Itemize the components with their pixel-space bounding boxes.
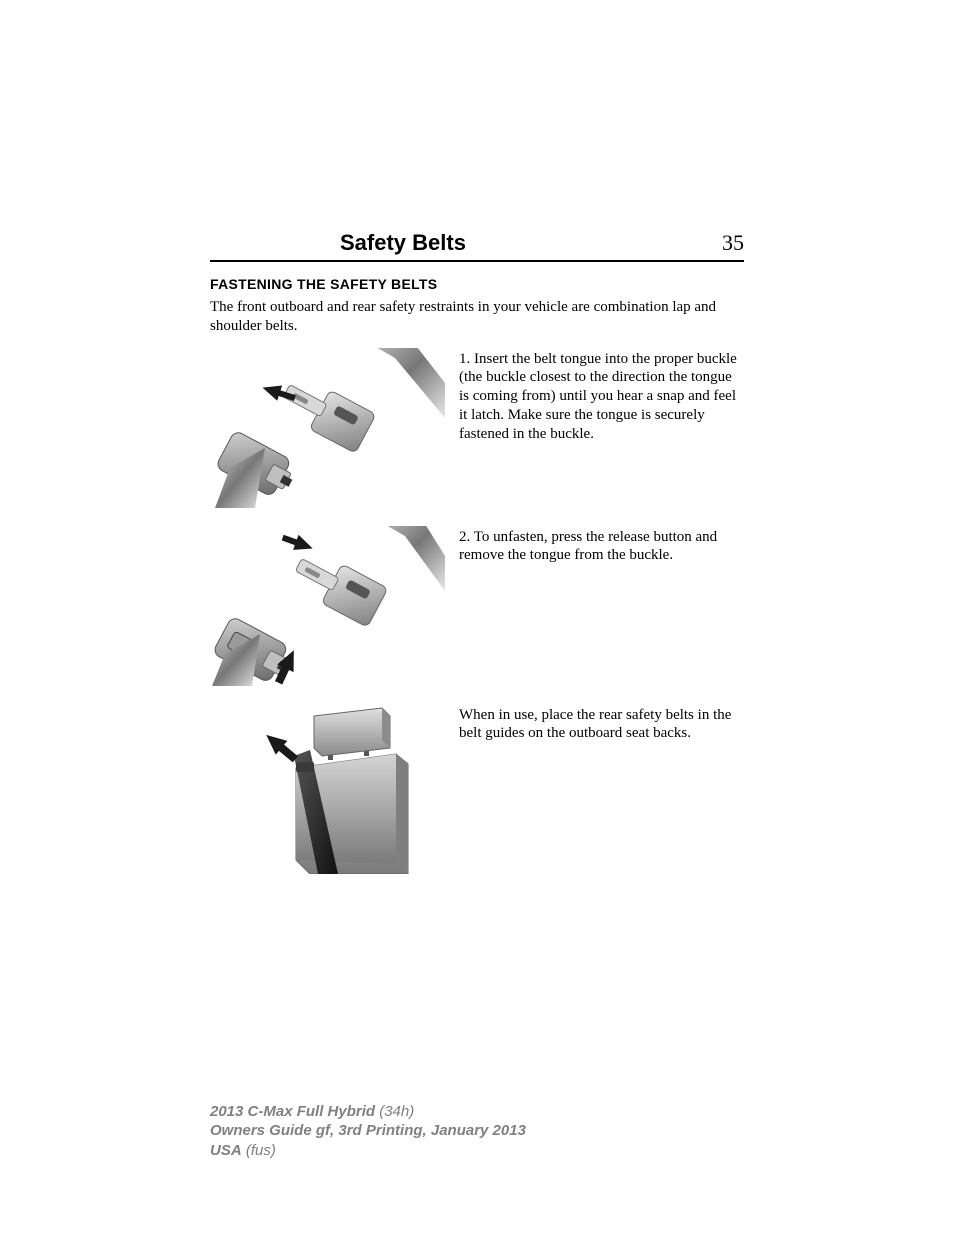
step-text-3: When in use, place the rear safety belts… bbox=[459, 704, 744, 744]
step-text-2: 2. To unfasten, press the release button… bbox=[459, 526, 744, 566]
footer-model: 2013 C-Max Full Hybrid bbox=[210, 1103, 375, 1120]
footer-region: USA bbox=[210, 1142, 242, 1159]
page-footer: 2013 C-Max Full Hybrid (34h) Owners Guid… bbox=[210, 1102, 526, 1161]
page-header: Safety Belts 35 bbox=[210, 230, 744, 262]
step-text-1: 1. Insert the belt tongue into the prope… bbox=[459, 348, 744, 444]
step-row-3: When in use, place the rear safety belts… bbox=[210, 704, 744, 864]
figure-seat-belt-guide bbox=[210, 704, 445, 864]
page: Safety Belts 35 FASTENING THE SAFETY BEL… bbox=[0, 0, 954, 1235]
footer-line-3: USA (fus) bbox=[210, 1141, 526, 1161]
step-row-2: 2. To unfasten, press the release button… bbox=[210, 526, 744, 686]
section-heading: FASTENING THE SAFETY BELTS bbox=[210, 276, 744, 292]
footer-code: (34h) bbox=[379, 1103, 414, 1120]
intro-paragraph: The front outboard and rear safety restr… bbox=[210, 298, 744, 336]
step-row-1: 1. Insert the belt tongue into the prope… bbox=[210, 348, 744, 508]
page-number: 35 bbox=[722, 230, 744, 256]
figure-fasten-belt bbox=[210, 348, 445, 508]
figure-unfasten-belt bbox=[210, 526, 445, 686]
footer-line-1: 2013 C-Max Full Hybrid (34h) bbox=[210, 1102, 526, 1122]
chapter-title: Safety Belts bbox=[340, 230, 466, 256]
footer-region-code: (fus) bbox=[246, 1142, 276, 1159]
footer-line-2: Owners Guide gf, 3rd Printing, January 2… bbox=[210, 1121, 526, 1141]
